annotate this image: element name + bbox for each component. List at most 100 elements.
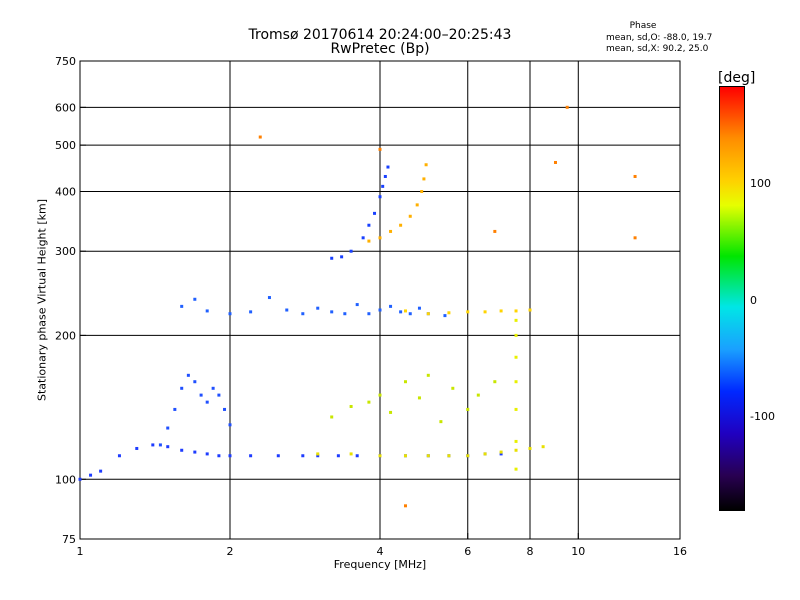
data-point	[426, 373, 430, 377]
data-point	[166, 445, 170, 449]
data-point	[193, 380, 197, 384]
data-point	[316, 306, 320, 310]
data-point	[378, 393, 382, 397]
data-point	[424, 163, 428, 167]
data-point	[514, 318, 518, 322]
data-point	[78, 477, 82, 481]
data-point	[408, 214, 412, 218]
data-point	[389, 229, 393, 233]
data-point	[378, 236, 382, 240]
phase-colorbar	[719, 86, 745, 511]
data-point	[316, 454, 320, 458]
data-point	[180, 448, 184, 452]
data-point	[378, 308, 382, 312]
chart-title: Tromsø 20170614 20:24:00–20:25:43	[248, 27, 512, 43]
data-point	[447, 454, 451, 458]
y-tick-label: 750	[55, 55, 76, 68]
data-point	[343, 312, 347, 316]
data-point	[186, 373, 190, 377]
data-point	[117, 454, 121, 458]
data-point	[330, 256, 334, 260]
data-point	[228, 423, 232, 427]
data-point	[349, 404, 353, 408]
data-point	[340, 255, 344, 259]
data-point	[228, 312, 232, 316]
data-point	[378, 195, 382, 199]
data-point	[476, 393, 480, 397]
phase-stats-x: mean, sd,X: 90.2, 25.0	[606, 44, 709, 54]
data-point	[316, 452, 320, 456]
data-point	[285, 308, 289, 312]
data-point	[173, 407, 177, 411]
y-tick-label: 600	[55, 101, 76, 114]
data-point	[499, 309, 503, 313]
data-point	[330, 310, 334, 314]
data-point	[367, 239, 371, 243]
data-point	[514, 355, 518, 359]
data-point	[514, 380, 518, 384]
colorbar-label: [deg]	[718, 70, 756, 86]
data-point	[151, 443, 155, 447]
y-tick-label: 400	[55, 185, 76, 198]
data-point	[415, 203, 419, 207]
data-point	[399, 310, 403, 314]
colorbar-tick-label: 100	[750, 177, 771, 190]
data-point	[514, 333, 518, 337]
data-point	[367, 312, 371, 316]
data-point	[367, 400, 371, 404]
data-point	[420, 189, 424, 193]
data-point	[389, 304, 393, 308]
data-point	[211, 386, 215, 390]
data-point	[633, 174, 637, 178]
data-point	[483, 310, 487, 314]
data-point	[383, 174, 387, 178]
data-point	[499, 450, 503, 454]
data-point	[89, 473, 93, 477]
data-point	[483, 452, 487, 456]
x-tick-label: 2	[227, 545, 234, 558]
data-point	[408, 312, 412, 316]
data-point	[528, 446, 532, 450]
data-point	[99, 469, 103, 473]
data-point	[158, 443, 162, 447]
data-point	[301, 312, 305, 316]
data-point	[493, 380, 497, 384]
data-point	[180, 386, 184, 390]
data-point	[349, 452, 353, 456]
data-point	[633, 236, 637, 240]
data-point	[403, 504, 407, 508]
data-point	[514, 407, 518, 411]
data-point	[553, 160, 557, 164]
data-point	[451, 386, 455, 390]
data-point	[361, 236, 365, 240]
data-point	[386, 165, 390, 169]
data-point	[422, 177, 426, 181]
data-point	[135, 446, 139, 450]
data-point	[514, 439, 518, 443]
data-point	[301, 454, 305, 458]
y-tick-label: 300	[55, 245, 76, 258]
data-point	[403, 454, 407, 458]
data-point	[528, 308, 532, 312]
data-point	[466, 310, 470, 314]
data-point	[258, 135, 262, 139]
x-tick-label: 4	[377, 545, 384, 558]
data-point	[193, 450, 197, 454]
x-tick-label: 6	[464, 545, 471, 558]
x-tick-label: 8	[527, 545, 534, 558]
data-point	[466, 407, 470, 411]
data-point	[514, 448, 518, 452]
data-point	[205, 309, 209, 313]
data-point	[330, 415, 334, 419]
data-point	[499, 452, 503, 456]
data-point	[217, 393, 221, 397]
y-tick-label: 75	[62, 533, 76, 546]
data-point	[565, 105, 569, 109]
data-point	[199, 393, 203, 397]
data-point	[389, 410, 393, 414]
x-axis-label: Frequency [MHz]	[333, 558, 427, 571]
data-point	[447, 311, 451, 315]
data-point	[249, 454, 253, 458]
